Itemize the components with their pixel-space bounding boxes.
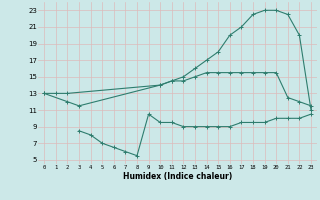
- X-axis label: Humidex (Indice chaleur): Humidex (Indice chaleur): [123, 172, 232, 181]
